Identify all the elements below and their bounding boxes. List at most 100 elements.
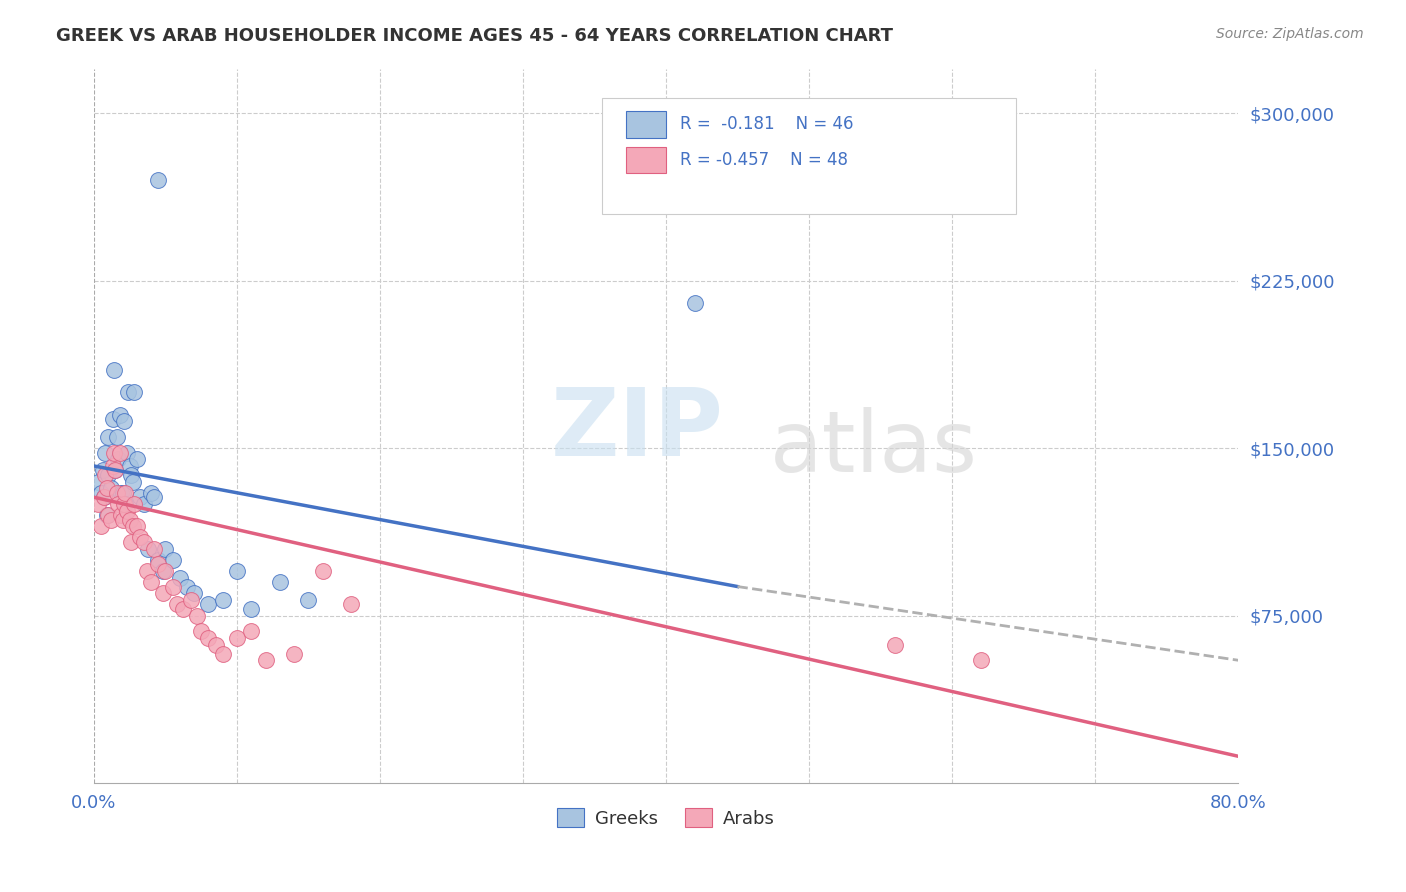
Point xyxy=(254,653,277,667)
Point xyxy=(240,602,263,616)
Text: atlas: atlas xyxy=(769,407,977,490)
Point xyxy=(118,512,141,526)
Point xyxy=(143,541,166,556)
Point xyxy=(226,564,249,578)
Point xyxy=(132,535,155,549)
Point xyxy=(97,508,120,522)
Point xyxy=(190,624,212,639)
Point xyxy=(101,412,124,426)
Point xyxy=(94,445,117,459)
Point xyxy=(90,519,112,533)
Point xyxy=(148,553,170,567)
Point xyxy=(186,608,208,623)
Point xyxy=(115,503,138,517)
Point xyxy=(152,586,174,600)
Point xyxy=(211,647,233,661)
Point xyxy=(94,467,117,482)
Point xyxy=(91,463,114,477)
Point xyxy=(136,541,159,556)
Point xyxy=(120,467,142,482)
Point xyxy=(183,586,205,600)
Point xyxy=(115,445,138,459)
Text: ZIP: ZIP xyxy=(551,384,724,476)
Text: Source: ZipAtlas.com: Source: ZipAtlas.com xyxy=(1216,27,1364,41)
Point xyxy=(162,580,184,594)
Point xyxy=(110,508,132,522)
Text: R =  -0.181    N = 46: R = -0.181 N = 46 xyxy=(681,115,853,133)
Point xyxy=(132,497,155,511)
Point xyxy=(104,463,127,477)
Point xyxy=(112,414,135,428)
Point xyxy=(100,512,122,526)
Point xyxy=(166,598,188,612)
FancyBboxPatch shape xyxy=(626,146,666,173)
Point xyxy=(135,564,157,578)
Point xyxy=(118,458,141,473)
Point xyxy=(128,490,150,504)
Point xyxy=(122,385,145,400)
Point xyxy=(211,593,233,607)
FancyBboxPatch shape xyxy=(626,111,666,137)
Point xyxy=(970,653,993,667)
Point xyxy=(155,564,177,578)
Point xyxy=(108,408,131,422)
Point xyxy=(103,363,125,377)
Point xyxy=(120,535,142,549)
Point xyxy=(105,430,128,444)
Point xyxy=(111,512,134,526)
Point xyxy=(105,485,128,500)
Point xyxy=(180,593,202,607)
Point xyxy=(110,485,132,500)
Point xyxy=(139,575,162,590)
Point xyxy=(107,452,129,467)
Point xyxy=(204,638,226,652)
Point xyxy=(143,490,166,504)
Point xyxy=(103,445,125,459)
Point xyxy=(340,598,363,612)
Point xyxy=(125,452,148,467)
Point xyxy=(90,485,112,500)
Point xyxy=(107,497,129,511)
Point xyxy=(121,475,143,489)
Point xyxy=(128,530,150,544)
Point xyxy=(96,481,118,495)
Point xyxy=(148,558,170,572)
Point xyxy=(283,647,305,661)
Point xyxy=(125,519,148,533)
Point xyxy=(169,571,191,585)
Point xyxy=(96,508,118,522)
Point xyxy=(117,385,139,400)
Point xyxy=(152,564,174,578)
Point xyxy=(139,485,162,500)
Point xyxy=(108,445,131,459)
Point xyxy=(226,631,249,645)
Point xyxy=(148,173,170,187)
Point xyxy=(269,575,291,590)
Point xyxy=(101,458,124,473)
Point xyxy=(297,593,319,607)
Point xyxy=(197,631,219,645)
Text: GREEK VS ARAB HOUSEHOLDER INCOME AGES 45 - 64 YEARS CORRELATION CHART: GREEK VS ARAB HOUSEHOLDER INCOME AGES 45… xyxy=(56,27,893,45)
Point xyxy=(172,602,194,616)
Point xyxy=(155,541,177,556)
Point xyxy=(93,490,115,504)
FancyBboxPatch shape xyxy=(602,97,1017,214)
Point xyxy=(111,485,134,500)
Point xyxy=(162,553,184,567)
Point xyxy=(93,490,115,504)
Point xyxy=(883,638,905,652)
Point xyxy=(121,519,143,533)
Point xyxy=(240,624,263,639)
Point xyxy=(87,475,110,489)
Point xyxy=(97,467,120,482)
Point xyxy=(104,463,127,477)
Point xyxy=(683,296,706,310)
Point xyxy=(312,564,335,578)
Point xyxy=(176,580,198,594)
Point xyxy=(97,430,120,444)
Point xyxy=(100,481,122,495)
Point xyxy=(197,598,219,612)
Point xyxy=(122,497,145,511)
Legend: Greeks, Arabs: Greeks, Arabs xyxy=(550,801,782,835)
Point xyxy=(87,497,110,511)
